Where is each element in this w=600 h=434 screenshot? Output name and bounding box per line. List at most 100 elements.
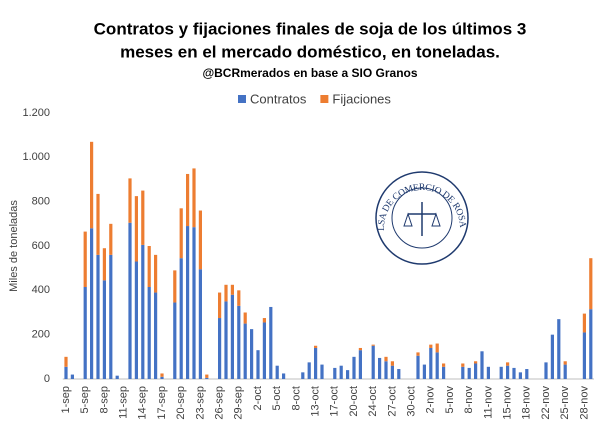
bar <box>480 351 484 379</box>
bar <box>550 334 554 379</box>
bar <box>224 284 228 302</box>
bar <box>179 258 183 379</box>
bar <box>186 226 190 379</box>
x-tick-label: 20-sep <box>175 386 187 420</box>
bar <box>429 347 433 379</box>
y-tick-label: 600 <box>32 240 50 252</box>
bar <box>109 223 113 255</box>
bar <box>429 344 433 348</box>
bar <box>474 361 478 364</box>
x-tick-label: 2-oct <box>252 386 264 410</box>
bar <box>262 322 266 379</box>
x-tick-label: 15-nov <box>502 386 514 420</box>
bar <box>237 305 241 379</box>
bar <box>128 222 132 379</box>
bar <box>461 363 465 367</box>
bar <box>589 309 593 379</box>
y-tick-label: 0 <box>44 373 50 385</box>
bar <box>269 306 273 379</box>
bar <box>371 345 375 379</box>
bar <box>544 362 548 379</box>
bar <box>90 228 94 379</box>
bar <box>378 357 382 379</box>
bar <box>282 373 286 379</box>
bar <box>173 302 177 379</box>
chart-title: meses en el mercado doméstico, en tonela… <box>120 42 500 61</box>
bar <box>179 208 183 259</box>
bar <box>314 345 318 348</box>
bar <box>582 313 586 333</box>
bar <box>256 350 260 379</box>
bar <box>64 356 68 367</box>
bar <box>218 318 222 379</box>
bar <box>154 292 158 379</box>
bar <box>96 193 100 255</box>
bar <box>134 196 138 262</box>
bar <box>83 231 87 288</box>
bar <box>506 365 510 379</box>
bar <box>141 244 145 379</box>
bar <box>64 366 68 379</box>
x-tick-label: 29-sep <box>233 386 245 420</box>
x-tick-label: 11-sep <box>118 386 130 419</box>
legend-swatch <box>238 95 246 103</box>
bar <box>173 270 177 303</box>
bar <box>115 375 119 379</box>
bar <box>141 190 145 245</box>
y-tick-label: 200 <box>32 329 50 341</box>
bar <box>134 261 138 379</box>
y-tick-label: 1.000 <box>22 151 50 163</box>
bar <box>384 361 388 379</box>
bar <box>461 366 465 379</box>
legend-label: Fijaciones <box>332 91 391 106</box>
bar <box>250 329 254 379</box>
x-tick-label: 28-nov <box>578 386 590 420</box>
x-tick-label: 17-sep <box>156 386 168 420</box>
chart-title: Contratos y fijaciones finales de soja d… <box>94 19 527 38</box>
bar <box>589 258 593 310</box>
bar <box>102 280 106 379</box>
x-tick-label: 8-oct <box>290 386 302 410</box>
bar <box>358 347 362 351</box>
bar <box>525 369 529 379</box>
chart-subtitle: @BCRmerados en base a SIO Granos <box>202 66 417 80</box>
y-tick-label: 400 <box>32 284 50 296</box>
bar <box>390 365 394 379</box>
bar <box>70 374 74 379</box>
bar <box>224 301 228 379</box>
x-tick-label: 2-nov <box>425 386 437 414</box>
bar <box>563 364 567 379</box>
bar <box>102 248 106 281</box>
bar <box>230 294 234 379</box>
bar <box>582 332 586 379</box>
bar <box>416 355 420 379</box>
x-tick-label: 1-sep <box>60 386 72 414</box>
bar <box>198 210 202 270</box>
bar <box>198 269 202 379</box>
x-tick-label: 17-oct <box>329 386 341 417</box>
bar <box>397 369 401 379</box>
bar <box>435 343 439 353</box>
bar <box>422 364 426 379</box>
bar <box>333 367 337 379</box>
bar <box>205 377 209 379</box>
bar <box>442 366 446 379</box>
bar <box>192 168 196 228</box>
bar <box>109 254 113 379</box>
bar <box>352 356 356 379</box>
bar <box>435 352 439 379</box>
x-tick-label: 5-sep <box>79 386 91 414</box>
bar <box>147 287 151 379</box>
bar <box>358 350 362 379</box>
bar <box>307 362 311 379</box>
bar <box>301 372 305 379</box>
bar <box>192 227 196 379</box>
bar <box>205 374 209 378</box>
y-tick-label: 800 <box>32 196 50 208</box>
bar <box>467 367 471 379</box>
x-tick-label: 25-nov <box>559 386 571 420</box>
logo: BOLSA DE COMERCIO DE ROSARIO <box>375 171 469 265</box>
bar <box>218 292 222 319</box>
x-tick-label: 11-nov <box>482 386 494 419</box>
